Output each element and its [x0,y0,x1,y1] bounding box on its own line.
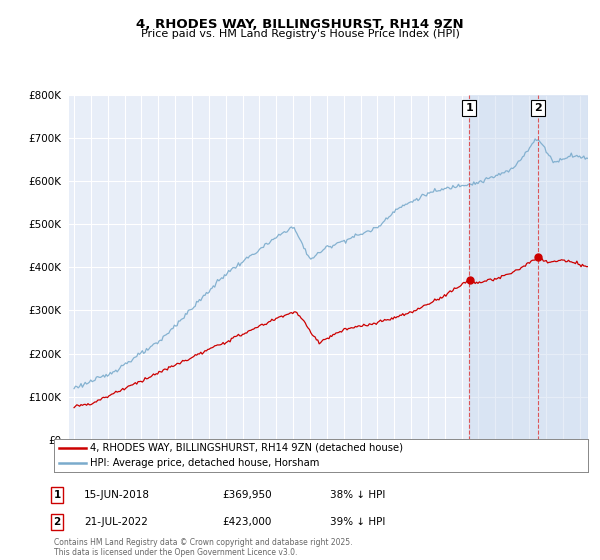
Text: 39% ↓ HPI: 39% ↓ HPI [330,517,385,527]
Text: Price paid vs. HM Land Registry's House Price Index (HPI): Price paid vs. HM Land Registry's House … [140,29,460,39]
Text: 2: 2 [53,517,61,527]
Text: 15-JUN-2018: 15-JUN-2018 [84,490,150,500]
Text: Contains HM Land Registry data © Crown copyright and database right 2025.
This d: Contains HM Land Registry data © Crown c… [54,538,353,557]
Text: 4, RHODES WAY, BILLINGSHURST, RH14 9ZN (detached house): 4, RHODES WAY, BILLINGSHURST, RH14 9ZN (… [91,443,403,453]
Text: £369,950: £369,950 [222,490,272,500]
Bar [469,95,588,440]
Text: 2: 2 [535,103,542,113]
Text: 38% ↓ HPI: 38% ↓ HPI [330,490,385,500]
Text: 4, RHODES WAY, BILLINGSHURST, RH14 9ZN: 4, RHODES WAY, BILLINGSHURST, RH14 9ZN [136,18,464,31]
Text: 21-JUL-2022: 21-JUL-2022 [84,517,148,527]
Text: 1: 1 [466,103,473,113]
Text: £423,000: £423,000 [222,517,271,527]
Text: 1: 1 [53,490,61,500]
Text: HPI: Average price, detached house, Horsham: HPI: Average price, detached house, Hors… [91,458,320,468]
